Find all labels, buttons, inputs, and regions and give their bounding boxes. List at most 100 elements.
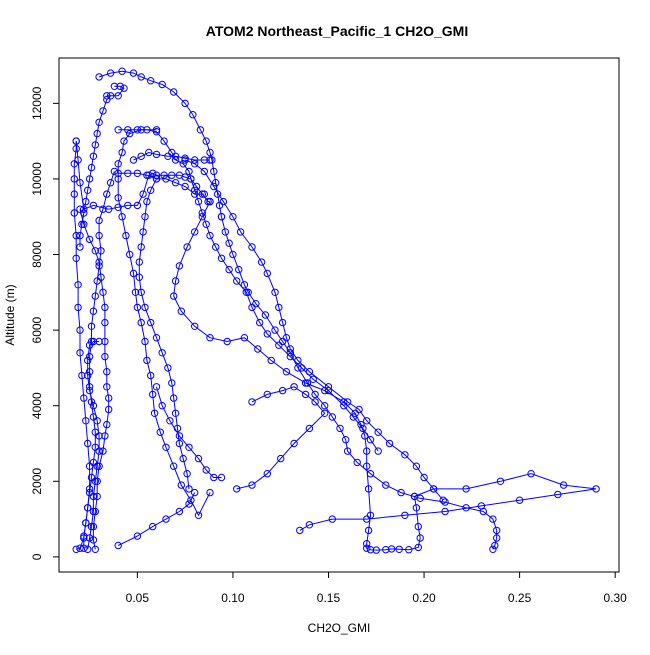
data-point — [194, 197, 203, 206]
data-point — [82, 519, 90, 527]
series-line-15 — [79, 95, 111, 247]
data-point — [118, 148, 126, 157]
data-point — [202, 137, 210, 145]
data-point — [290, 383, 298, 391]
data-point — [101, 303, 109, 312]
plot-area-border — [58, 57, 620, 573]
series-line-18 — [106, 85, 125, 97]
x-tick-label: 0.05 — [126, 591, 150, 605]
data-point — [359, 424, 367, 433]
data-point — [85, 488, 94, 497]
data-point — [439, 496, 447, 504]
data-point — [93, 462, 101, 470]
data-point — [87, 473, 96, 482]
data-point — [187, 175, 195, 183]
data-point — [221, 228, 230, 236]
series-line-2 — [75, 141, 210, 210]
y-tick-label: 6000 — [30, 316, 44, 343]
data-point — [114, 169, 122, 178]
data-point — [84, 439, 92, 448]
data-point — [298, 364, 306, 372]
data-point — [85, 352, 94, 361]
data-point — [72, 231, 80, 240]
data-point — [76, 205, 84, 213]
data-point — [366, 546, 375, 554]
data-point — [101, 337, 109, 346]
data-point — [185, 443, 193, 451]
data-point — [366, 470, 375, 478]
data-point — [374, 428, 382, 436]
data-point — [179, 454, 187, 463]
data-point — [397, 488, 405, 497]
data-point — [213, 190, 222, 198]
data-point — [515, 496, 524, 504]
data-point — [129, 69, 138, 77]
data-point — [89, 337, 98, 346]
data-point — [70, 160, 79, 168]
data-point — [114, 126, 122, 134]
data-point — [72, 545, 80, 553]
data-point — [236, 228, 245, 236]
data-point — [311, 398, 319, 406]
data-point — [137, 318, 145, 327]
data-point — [401, 511, 409, 519]
data-point — [76, 349, 84, 357]
data-point — [261, 311, 270, 319]
data-point — [321, 409, 329, 417]
data-point — [152, 150, 161, 159]
data-point — [303, 379, 312, 387]
data-point — [133, 303, 142, 312]
data-point — [278, 386, 287, 395]
data-point — [152, 334, 161, 342]
data-point — [147, 318, 155, 327]
data-point — [80, 209, 88, 217]
data-point — [363, 462, 371, 470]
data-point — [414, 543, 422, 552]
data-point — [277, 454, 285, 463]
data-point — [405, 546, 413, 554]
data-point — [286, 345, 294, 353]
data-point — [114, 194, 122, 202]
data-point — [168, 171, 176, 179]
data-point — [135, 273, 144, 281]
data-point — [401, 451, 409, 459]
data-point — [217, 473, 226, 482]
data-point — [210, 182, 218, 191]
data-point — [191, 156, 199, 164]
data-point — [76, 243, 84, 251]
data-point — [101, 432, 109, 440]
data-point — [91, 443, 100, 451]
data-point — [85, 368, 94, 376]
data-point — [150, 409, 159, 417]
data-point — [271, 288, 279, 296]
data-point — [363, 540, 371, 548]
data-point — [124, 126, 132, 134]
series-line-9 — [118, 129, 379, 452]
data-point — [175, 432, 184, 440]
data-point — [171, 152, 180, 161]
data-point — [114, 160, 122, 168]
data-point — [158, 80, 166, 89]
data-point — [93, 277, 101, 285]
data-point — [93, 477, 101, 485]
data-point — [309, 375, 317, 383]
data-point — [70, 175, 79, 183]
data-point — [129, 156, 138, 164]
data-point — [147, 77, 155, 85]
data-point — [374, 447, 382, 455]
data-point — [364, 526, 373, 535]
data-point — [76, 231, 84, 240]
data-point — [114, 92, 122, 100]
data-point — [95, 462, 103, 470]
data-point — [364, 485, 373, 493]
data-point — [235, 265, 243, 274]
data-point — [85, 341, 94, 349]
data-point — [84, 545, 92, 553]
x-tick-label: 0.10 — [221, 591, 245, 605]
data-point — [363, 544, 371, 552]
data-point — [147, 186, 155, 195]
data-point — [120, 84, 128, 92]
data-point — [429, 485, 438, 493]
data-point — [191, 190, 199, 198]
